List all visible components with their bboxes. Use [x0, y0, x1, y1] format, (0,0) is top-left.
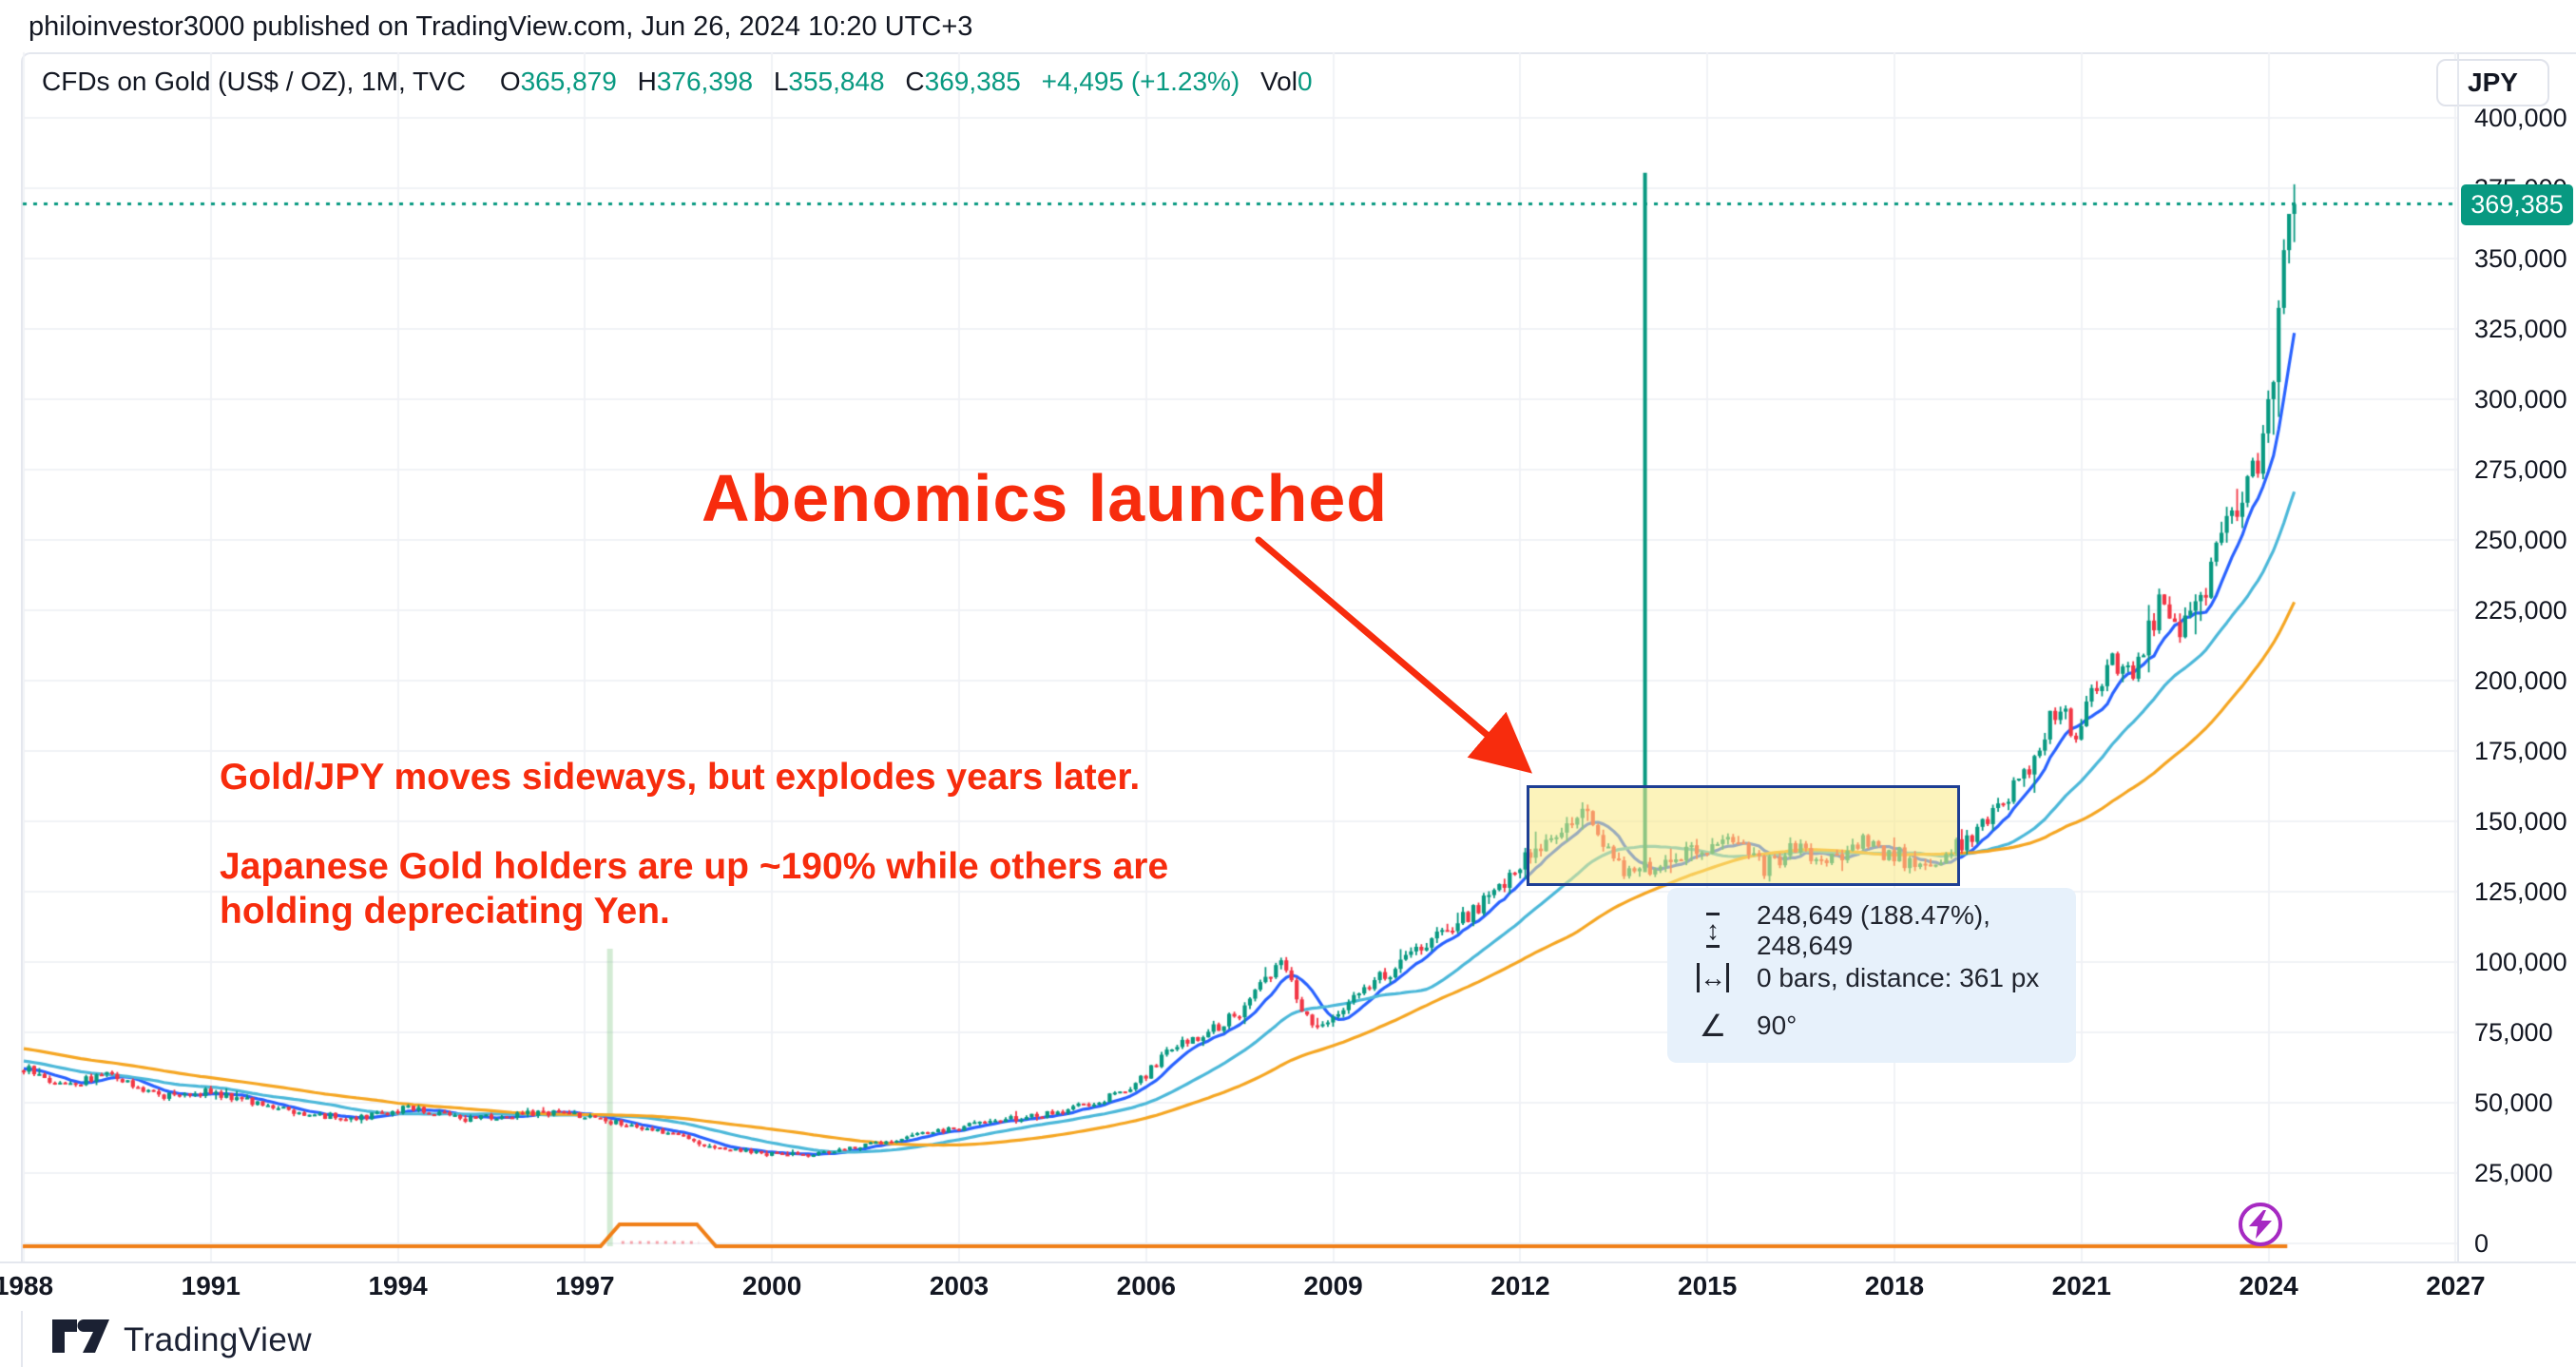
vertical-range-icon: ↕: [1694, 913, 1732, 948]
time-axis-tick: 2012: [1490, 1271, 1550, 1300]
price-axis-tick: 325,000: [2474, 315, 2567, 343]
price-axis-tick: 200,000: [2474, 666, 2567, 695]
price-axis-tick: 0: [2474, 1229, 2489, 1258]
current-price-badge: 369,385: [2461, 183, 2573, 225]
measure-bars-row: ↔ 0 bars, distance: 361 px: [1694, 954, 2076, 1002]
price-axis[interactable]: 400,000375,000350,000325,000300,000275,0…: [2457, 52, 2576, 1261]
price-axis-tick: 50,000: [2474, 1088, 2553, 1117]
change-value: +4,495 (+1.23%): [1041, 67, 1240, 96]
price-axis-tick: 300,000: [2474, 385, 2567, 414]
time-axis-tick: 1991: [181, 1271, 240, 1300]
price-axis-tick: 150,000: [2474, 807, 2567, 836]
time-axis-tick: 2003: [929, 1271, 990, 1300]
price-axis-tick: 125,000: [2474, 877, 2567, 906]
price-axis-tick: 350,000: [2474, 244, 2567, 273]
measure-bars-text: 0 bars, distance: 361 px: [1757, 963, 2040, 992]
price-axis-tick: 100,000: [2474, 948, 2567, 976]
high-label: H: [637, 67, 657, 96]
open-value: 365,879: [520, 67, 617, 96]
time-axis-tick: 2024: [2239, 1271, 2298, 1300]
annotation-note-line1: Gold/JPY moves sideways, but explodes ye…: [220, 757, 1141, 798]
time-axis-tick: 1988: [0, 1271, 54, 1300]
price-axis-tick: 400,000: [2474, 104, 2567, 132]
tradingview-logo[interactable]: TradingView: [52, 1319, 312, 1361]
time-axis-tick: 2009: [1303, 1271, 1363, 1300]
close-value: 369,385: [924, 67, 1021, 96]
annotation-note-block2: Japanese Gold holders are up ~190% while…: [220, 846, 1169, 932]
time-axis-tick: 1997: [555, 1271, 615, 1300]
price-axis-tick: 175,000: [2474, 737, 2567, 765]
time-axis-tick: 2006: [1116, 1271, 1176, 1300]
low-label: L: [773, 67, 789, 96]
price-axis-tick: 275,000: [2474, 455, 2567, 484]
time-axis-tick: 2027: [2426, 1271, 2486, 1300]
time-axis-tick: 2000: [742, 1271, 802, 1300]
lightning-icon: [2249, 1210, 2272, 1239]
measure-range-text: 248,649 (188.47%), 248,649: [1757, 900, 1990, 960]
tradingview-logo-icon: [52, 1319, 109, 1353]
volume-label: Vol: [1260, 67, 1298, 96]
time-axis-tick: 1994: [368, 1271, 428, 1300]
price-axis-tick: 250,000: [2474, 526, 2567, 554]
tradingview-logo-text: TradingView: [124, 1321, 313, 1358]
price-axis-tick: 225,000: [2474, 596, 2567, 625]
consolidation-highlight-box[interactable]: [1526, 784, 1960, 887]
time-axis-tick: 2021: [2051, 1271, 2111, 1300]
price-axis-tick: 25,000: [2474, 1159, 2553, 1187]
volume-value: 0: [1297, 67, 1313, 96]
high-value: 376,398: [656, 67, 754, 96]
low-value: 355,848: [788, 67, 885, 96]
measure-tooltip: ↕ 248,649 (188.47%), 248,649 ↔ 0 bars, d…: [1667, 888, 2076, 1063]
angle-icon: ∠: [1699, 1009, 1727, 1043]
measure-range-row: ↕ 248,649 (188.47%), 248,649: [1694, 900, 2076, 960]
symbol-title: CFDs on Gold (US$ / OZ), 1M, TVC: [42, 67, 467, 96]
close-label: C: [905, 67, 925, 96]
annotation-title: Abenomics launched: [702, 461, 1389, 535]
measure-angle-row: ∠ 90°: [1694, 1002, 2076, 1049]
time-axis-tick: 2015: [1678, 1271, 1738, 1300]
time-axis[interactable]: 1988 1991 1994 1997 2000 2003 2006 2009 2012 2015…: [0, 1261, 2576, 1311]
measure-angle-text: 90°: [1757, 1011, 1797, 1040]
chart-legend: CFDs on Gold (US$ / OZ), 1M, TVC O365,87…: [42, 67, 1313, 97]
currency-toggle-button[interactable]: JPY: [2436, 59, 2549, 106]
open-label: O: [499, 67, 521, 96]
bar-distance-icon: ↔: [1694, 963, 1732, 993]
price-axis-tick: 75,000: [2474, 1018, 2553, 1047]
time-axis-tick: 2018: [1864, 1271, 1925, 1300]
quick-action-lightning-button[interactable]: [2239, 1203, 2282, 1246]
